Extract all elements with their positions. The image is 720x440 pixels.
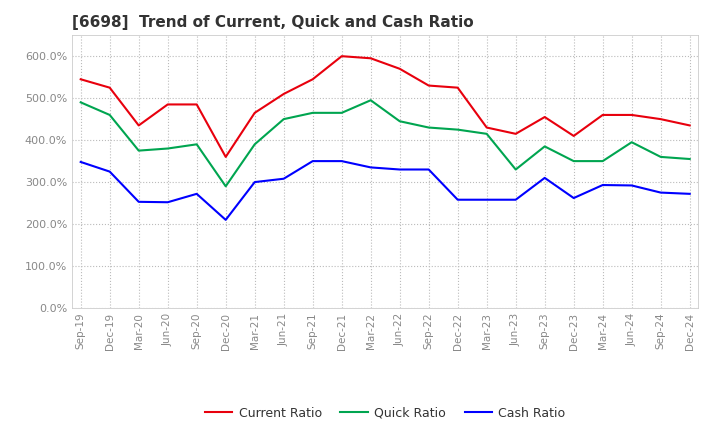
Current Ratio — [511, 131, 520, 136]
Cash Ratio — [657, 190, 665, 195]
Quick Ratio — [338, 110, 346, 115]
Cash Ratio — [135, 199, 143, 205]
Line: Quick Ratio: Quick Ratio — [81, 100, 690, 186]
Cash Ratio — [424, 167, 433, 172]
Quick Ratio — [627, 139, 636, 145]
Cash Ratio — [338, 158, 346, 164]
Quick Ratio — [541, 144, 549, 149]
Quick Ratio — [395, 119, 404, 124]
Current Ratio — [627, 112, 636, 117]
Cash Ratio — [279, 176, 288, 181]
Quick Ratio — [135, 148, 143, 153]
Cash Ratio — [570, 195, 578, 201]
Cash Ratio — [685, 191, 694, 197]
Quick Ratio — [279, 117, 288, 122]
Current Ratio — [395, 66, 404, 71]
Cash Ratio — [221, 217, 230, 223]
Cash Ratio — [541, 175, 549, 180]
Line: Current Ratio: Current Ratio — [81, 56, 690, 157]
Quick Ratio — [482, 131, 491, 136]
Current Ratio — [657, 117, 665, 122]
Cash Ratio — [366, 165, 375, 170]
Current Ratio — [221, 154, 230, 160]
Current Ratio — [135, 123, 143, 128]
Quick Ratio — [598, 158, 607, 164]
Current Ratio — [192, 102, 201, 107]
Quick Ratio — [251, 142, 259, 147]
Quick Ratio — [511, 167, 520, 172]
Current Ratio — [454, 85, 462, 90]
Current Ratio — [163, 102, 172, 107]
Current Ratio — [570, 133, 578, 139]
Current Ratio — [308, 77, 317, 82]
Line: Cash Ratio: Cash Ratio — [81, 161, 690, 220]
Current Ratio — [76, 77, 85, 82]
Current Ratio — [541, 114, 549, 120]
Cash Ratio — [251, 180, 259, 185]
Cash Ratio — [454, 197, 462, 202]
Quick Ratio — [105, 112, 114, 117]
Quick Ratio — [570, 158, 578, 164]
Current Ratio — [366, 55, 375, 61]
Cash Ratio — [308, 158, 317, 164]
Quick Ratio — [454, 127, 462, 132]
Quick Ratio — [76, 100, 85, 105]
Cash Ratio — [627, 183, 636, 188]
Cash Ratio — [192, 191, 201, 197]
Cash Ratio — [395, 167, 404, 172]
Quick Ratio — [685, 156, 694, 161]
Current Ratio — [482, 125, 491, 130]
Current Ratio — [279, 92, 288, 97]
Current Ratio — [251, 110, 259, 115]
Quick Ratio — [366, 98, 375, 103]
Cash Ratio — [76, 159, 85, 165]
Current Ratio — [424, 83, 433, 88]
Cash Ratio — [511, 197, 520, 202]
Cash Ratio — [105, 169, 114, 174]
Text: [6698]  Trend of Current, Quick and Cash Ratio: [6698] Trend of Current, Quick and Cash … — [72, 15, 474, 30]
Current Ratio — [685, 123, 694, 128]
Legend: Current Ratio, Quick Ratio, Cash Ratio: Current Ratio, Quick Ratio, Cash Ratio — [200, 402, 570, 425]
Quick Ratio — [163, 146, 172, 151]
Cash Ratio — [598, 183, 607, 188]
Quick Ratio — [308, 110, 317, 115]
Current Ratio — [598, 112, 607, 117]
Quick Ratio — [424, 125, 433, 130]
Quick Ratio — [657, 154, 665, 160]
Quick Ratio — [221, 183, 230, 189]
Cash Ratio — [482, 197, 491, 202]
Quick Ratio — [192, 142, 201, 147]
Current Ratio — [338, 54, 346, 59]
Current Ratio — [105, 85, 114, 90]
Cash Ratio — [163, 200, 172, 205]
